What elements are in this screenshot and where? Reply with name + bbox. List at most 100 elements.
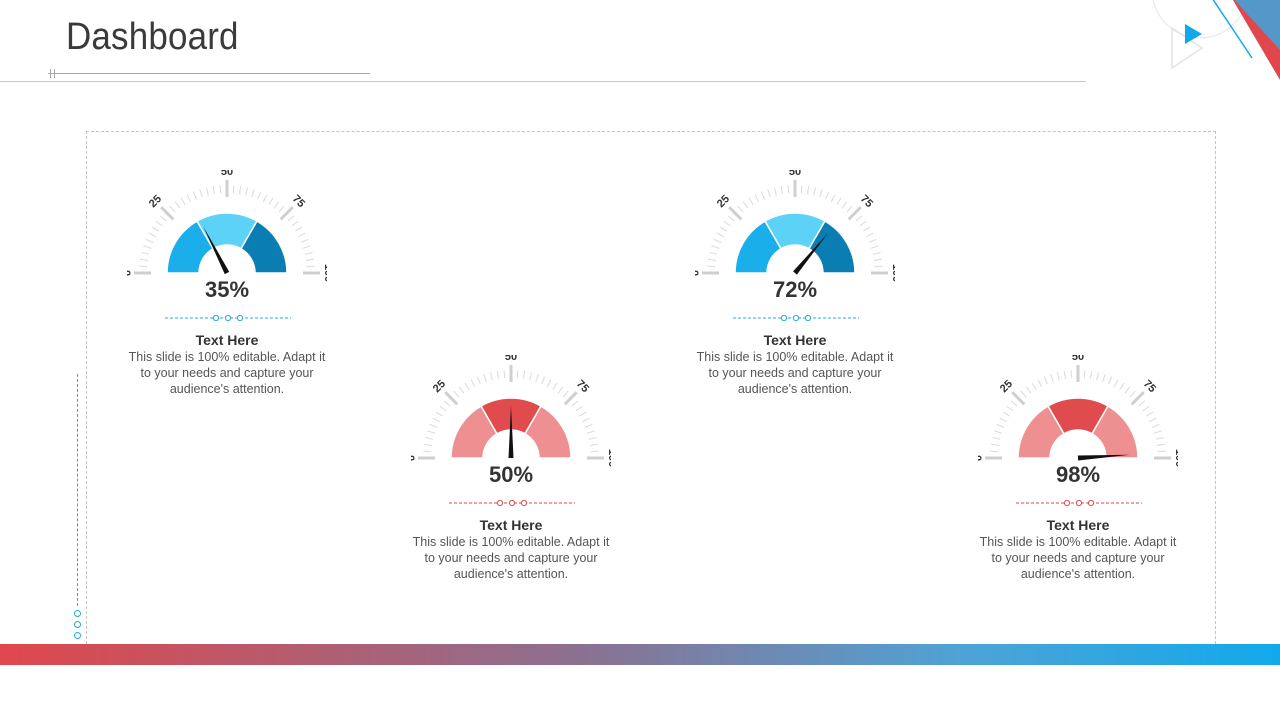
divider-ornament	[1016, 499, 1142, 507]
gauge-minor-tick	[582, 417, 590, 423]
gauge-minor-tick	[1083, 370, 1086, 379]
gauge-minor-tick	[719, 226, 728, 232]
gauge-minor-tick	[1010, 400, 1018, 407]
gauge-minor-tick	[1151, 423, 1160, 428]
gauge-minor-tick	[489, 372, 493, 381]
gauge-minor-tick	[424, 443, 433, 446]
gauge-minor-tick	[737, 205, 744, 213]
gauge-minor-tick	[268, 197, 274, 206]
gauge-scale-label: 100	[606, 449, 611, 467]
gauge-minor-tick	[139, 265, 148, 268]
gauge-scale-label: 100	[1173, 449, 1178, 467]
gauge-minor-tick	[257, 191, 262, 200]
gauge-minor-tick	[1070, 370, 1073, 379]
gauge-minor-tick	[711, 245, 720, 249]
gauge-minor-tick	[800, 185, 803, 194]
gauge-minor-tick	[458, 386, 465, 394]
gauge-minor-tick	[212, 186, 215, 195]
divider-dot	[236, 314, 244, 322]
card-description: This slide is 100% editable. Adapt it to…	[128, 350, 326, 396]
gauge-minor-tick	[996, 423, 1005, 428]
gauge-minor-tick	[813, 187, 817, 196]
gauge-minor-tick	[866, 232, 874, 238]
gauge-35: 0255075100 35%	[127, 170, 327, 310]
gauge-minor-tick	[180, 197, 186, 206]
gauge-minor-tick	[1006, 405, 1014, 412]
gauge-minor-tick	[999, 417, 1007, 423]
gauge-minor-tick	[239, 186, 242, 195]
gauge-minor-tick	[1119, 382, 1125, 391]
gauge-minor-tick	[159, 215, 167, 222]
gauge-minor-tick	[1063, 371, 1066, 380]
divider-ornament	[165, 314, 291, 322]
gauge-minor-tick	[760, 191, 765, 200]
gauge-minor-tick	[716, 232, 724, 238]
gauge-minor-tick	[846, 205, 853, 213]
gauge-minor-tick	[870, 245, 879, 249]
gauge-minor-tick	[541, 376, 546, 385]
gauge-minor-tick	[453, 390, 460, 398]
gauge-minor-tick	[140, 258, 149, 261]
gauge-minor-tick	[483, 374, 487, 383]
divider-dot	[792, 314, 800, 322]
gauge-major-tick	[847, 206, 862, 221]
divider-ornament	[449, 499, 575, 507]
gauge-minor-tick	[1025, 386, 1032, 394]
gauge-major-tick	[444, 391, 459, 406]
left-accent-dot	[74, 610, 81, 617]
divider-dot	[520, 499, 528, 507]
gauge-minor-tick	[1096, 372, 1100, 381]
corner-decoration	[1152, 0, 1280, 80]
gauge-minor-tick	[807, 186, 810, 195]
gauge-minor-tick	[990, 450, 999, 453]
gauge-minor-tick	[427, 430, 436, 434]
gauge-sector-high	[1090, 405, 1139, 459]
gauge-major-tick	[563, 391, 578, 406]
gauge-major-tick	[160, 206, 175, 221]
bottom-gradient-band	[0, 644, 1280, 665]
gauge-percent: 50%	[488, 462, 534, 487]
gauge-percent: 72%	[772, 277, 818, 302]
divider-dot	[1087, 499, 1095, 507]
gauge-minor-tick	[1037, 379, 1043, 387]
gauge-minor-tick	[1102, 374, 1106, 383]
gauge-minor-tick	[727, 215, 735, 222]
gauge-minor-tick	[306, 265, 315, 268]
gauge-minor-tick	[552, 382, 558, 391]
gauge-minor-tick	[169, 205, 176, 213]
card-title: Text Here	[195, 332, 259, 348]
card-description: This slide is 100% editable. Adapt it to…	[412, 535, 610, 581]
gauge-minor-tick	[780, 186, 783, 195]
gauge-minor-tick	[584, 423, 593, 428]
gauge-minor-tick	[429, 423, 438, 428]
card-title: Text Here	[1046, 517, 1110, 533]
gauge-minor-tick	[578, 411, 587, 417]
gauge-minor-tick	[141, 251, 150, 255]
gauge-minor-tick	[1124, 386, 1131, 394]
gauge-minor-tick	[557, 386, 564, 394]
gauge-minor-tick	[1050, 374, 1054, 383]
gauge-minor-tick	[841, 201, 848, 209]
gauge-minor-tick	[1043, 376, 1048, 385]
gauge-minor-tick	[516, 370, 519, 379]
gauge-minor-tick	[1020, 390, 1027, 398]
gauge-minor-tick	[787, 185, 790, 194]
gauge-major-tick	[728, 206, 743, 221]
gauge-minor-tick	[588, 436, 597, 440]
gauge-minor-tick	[1108, 376, 1113, 385]
gauge-percent: 35%	[204, 277, 250, 302]
divider-dot	[1063, 499, 1071, 507]
gauge-minor-tick	[145, 238, 154, 243]
gauge-scale-label: 0	[127, 270, 132, 276]
gauge-minor-tick	[186, 194, 192, 202]
gauge-minor-tick	[723, 220, 731, 227]
gauge-minor-tick	[305, 258, 314, 261]
gauge-percent: 98%	[1055, 462, 1101, 487]
gauge-minor-tick	[562, 390, 569, 398]
gauge-minor-tick	[273, 201, 280, 209]
divider-dot	[496, 499, 504, 507]
gauge-minor-tick	[503, 370, 506, 379]
gauge-minor-tick	[707, 265, 716, 268]
gauge-minor-tick	[245, 187, 249, 196]
gauge-minor-tick	[148, 232, 156, 238]
